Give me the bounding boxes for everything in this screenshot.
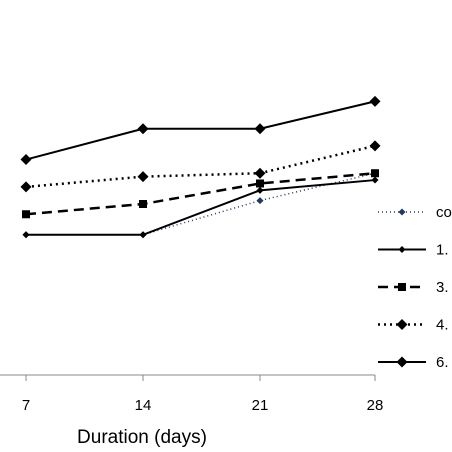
data-point <box>22 210 30 219</box>
legend-label: 4. <box>436 317 449 334</box>
data-point <box>20 181 32 193</box>
legend-label: 1. <box>436 242 449 259</box>
series-line <box>25 144 376 189</box>
data-point <box>137 171 149 183</box>
data-point <box>20 154 32 166</box>
legend-item: 4. <box>378 317 449 334</box>
x-tick-label: 28 <box>367 397 384 414</box>
legend: co 1. 3. 4. 6. <box>378 204 452 371</box>
x-tick-label: 14 <box>135 397 152 414</box>
series-line <box>26 172 376 236</box>
legend-marker <box>398 283 406 291</box>
data-point <box>137 123 149 135</box>
legend-item: 3. <box>378 279 449 296</box>
series-5 <box>20 95 381 166</box>
series-2 <box>22 176 379 239</box>
series-line <box>25 100 376 161</box>
data-point <box>256 197 264 205</box>
legend-item: 6. <box>378 354 449 371</box>
data-point <box>256 186 264 194</box>
series-4 <box>20 140 381 193</box>
data-point <box>369 95 381 107</box>
legend-label: co <box>436 204 452 221</box>
legend-marker <box>396 319 408 330</box>
series-line <box>25 171 376 216</box>
data-point <box>371 169 379 178</box>
legend-label: 6. <box>436 354 449 371</box>
data-point <box>139 200 147 208</box>
legend-marker <box>396 356 408 368</box>
data-point <box>254 167 266 179</box>
legend-marker <box>398 208 406 216</box>
x-axis-ticks: 7 14 21 28 <box>22 375 384 414</box>
data-point <box>22 231 30 239</box>
x-axis-title: Duration (days) <box>77 427 207 448</box>
data-point <box>369 140 381 152</box>
series-1 <box>22 169 379 239</box>
legend-item: co <box>378 204 452 221</box>
series-line <box>26 179 376 236</box>
legend-label: 3. <box>436 279 449 296</box>
plot-area <box>20 95 381 239</box>
data-point <box>256 179 264 188</box>
x-tick-label: 21 <box>252 397 269 414</box>
legend-marker <box>398 246 406 253</box>
data-point <box>254 123 266 135</box>
x-tick-label: 7 <box>22 397 30 414</box>
legend-item: 1. <box>378 242 449 259</box>
series-3 <box>22 169 379 219</box>
data-point <box>371 176 379 184</box>
data-point <box>139 231 147 239</box>
